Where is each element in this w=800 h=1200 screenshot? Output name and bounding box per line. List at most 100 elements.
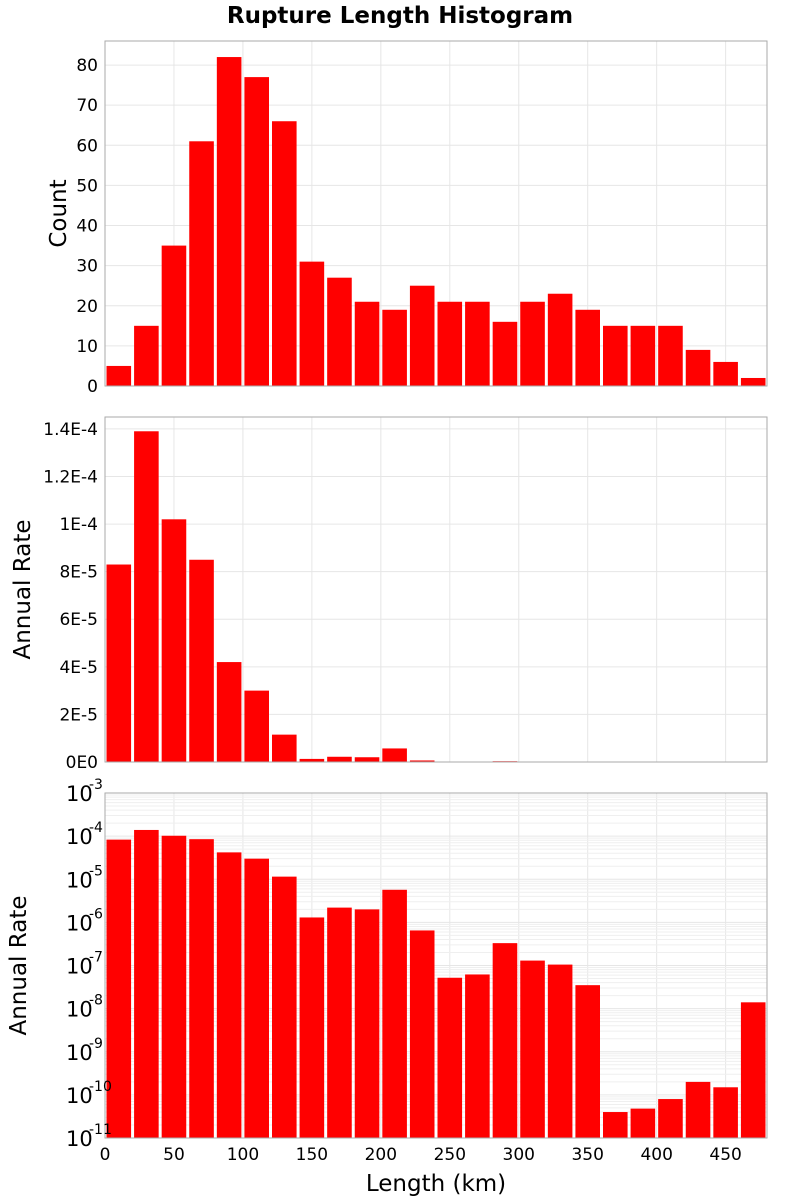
y-tick-label: 0 [87, 377, 98, 397]
histogram-bar [161, 245, 187, 386]
histogram-bar [272, 734, 297, 762]
plot-frame [104, 40, 768, 387]
y-tick-label: 4E-5 [59, 658, 98, 678]
histogram-bar [382, 748, 407, 762]
y-tick-label: 70 [76, 96, 98, 116]
histogram-bar [740, 1002, 766, 1138]
x-tick-label: 250 [434, 1145, 466, 1165]
x-tick-label: 0 [100, 1145, 111, 1165]
y-tick-label: 60 [76, 136, 98, 156]
y-tick-label: 1.2E-4 [43, 467, 98, 487]
chart-title: Rupture Length Histogram [227, 3, 573, 29]
histogram-bar [437, 977, 463, 1138]
y-axis-label: Count [46, 179, 72, 247]
y-tick-label: 2E-5 [59, 705, 98, 725]
y-tick-label: 10 [66, 825, 93, 849]
histogram-bar [106, 564, 132, 762]
histogram-bar [465, 974, 490, 1138]
histogram-bar [216, 852, 242, 1138]
histogram-bar [244, 858, 269, 1138]
histogram-bar [630, 1108, 656, 1138]
y-tick-label: 10 [66, 1127, 93, 1151]
y-tick-exponent: -8 [89, 993, 103, 1009]
histogram-bar [299, 917, 325, 1138]
histogram-bar [161, 519, 187, 762]
y-tick-exponent: -10 [89, 1079, 112, 1095]
y-tick-label: 20 [76, 297, 98, 317]
histogram-bar [244, 77, 269, 387]
plot-frame [104, 416, 768, 763]
y-tick-label: 10 [66, 1041, 93, 1065]
histogram-bar [106, 365, 132, 386]
histogram-bar [685, 349, 711, 386]
histogram-bar [713, 361, 738, 386]
histogram-bar [244, 690, 269, 762]
histogram-bar [492, 321, 518, 386]
x-tick-label: 450 [709, 1145, 741, 1165]
y-tick-label: 10 [76, 337, 98, 357]
y-tick-label: 10 [66, 998, 93, 1022]
histogram-bar [658, 1099, 683, 1138]
y-tick-label: 1E-4 [59, 515, 98, 535]
histogram-bar [713, 1087, 738, 1138]
histogram-bar [189, 141, 214, 386]
y-tick-label: 10 [66, 868, 93, 892]
histogram-bar [603, 1112, 628, 1138]
y-tick-label: 8E-5 [59, 563, 98, 583]
histogram-bar [409, 760, 435, 762]
histogram-bar [437, 301, 463, 386]
histogram-bar [299, 758, 325, 762]
histogram-bar [134, 431, 159, 762]
histogram-bar [547, 293, 573, 386]
y-tick-exponent: -5 [89, 863, 103, 879]
y-tick-label: 10 [66, 782, 93, 806]
y-tick-label: 50 [76, 176, 98, 196]
histogram-bar [465, 301, 490, 386]
y-tick-label: 6E-5 [59, 610, 98, 630]
x-tick-label: 200 [365, 1145, 397, 1165]
histogram-bar [189, 559, 214, 762]
annual-rate-log-panel: 10-310-410-510-610-710-810-910-1010-11An… [6, 777, 768, 1151]
histogram-bar [216, 662, 242, 762]
x-tick-label: 350 [571, 1145, 603, 1165]
y-tick-label: 10 [66, 1084, 93, 1108]
histogram-bar [382, 309, 407, 386]
histogram-bar [134, 829, 159, 1138]
histogram-bar [327, 277, 352, 386]
histogram-bar [685, 1081, 711, 1138]
y-tick-exponent: -4 [89, 820, 103, 836]
histogram-bar [740, 377, 766, 386]
y-tick-label: 40 [76, 217, 98, 237]
x-tick-label: 50 [163, 1145, 185, 1165]
histogram-bar [272, 876, 297, 1138]
y-axis-label: Annual Rate [6, 896, 32, 1036]
y-tick-label: 10 [66, 911, 93, 935]
count-panel: 0 10 20 30 40 50 60 70 80 Count [46, 40, 768, 397]
histogram-bar [575, 309, 600, 386]
x-tick-label: 100 [227, 1145, 259, 1165]
histogram-bar [630, 325, 656, 386]
annual-rate-linear-panel: 0E0 2E-5 4E-5 6E-5 8E-5 1E-4 1.2E-4 1.4E-4 Annua… [10, 416, 768, 773]
histogram-bar [520, 301, 545, 386]
histogram-bar [161, 835, 187, 1138]
histogram-bar [409, 930, 435, 1138]
histogram-bar [327, 756, 352, 762]
histogram-bar [520, 960, 545, 1138]
y-tick-label: 80 [76, 56, 98, 76]
histogram-bar [106, 839, 132, 1138]
histogram-bar [216, 57, 242, 387]
histogram-bar [382, 889, 407, 1138]
plot-frame [104, 792, 768, 1139]
y-tick-exponent: -11 [89, 1122, 112, 1138]
histogram-bar [354, 909, 380, 1138]
y-axis-label: Annual Rate [10, 520, 36, 660]
y-tick-exponent: -9 [89, 1036, 103, 1052]
x-tick-label: 300 [503, 1145, 535, 1165]
histogram-bar [492, 943, 518, 1138]
histogram-bar [354, 301, 380, 386]
y-tick-label: 0E0 [66, 753, 98, 773]
histogram-bar [603, 325, 628, 386]
x-tick-label: 400 [640, 1145, 672, 1165]
histogram-bar [658, 325, 683, 386]
